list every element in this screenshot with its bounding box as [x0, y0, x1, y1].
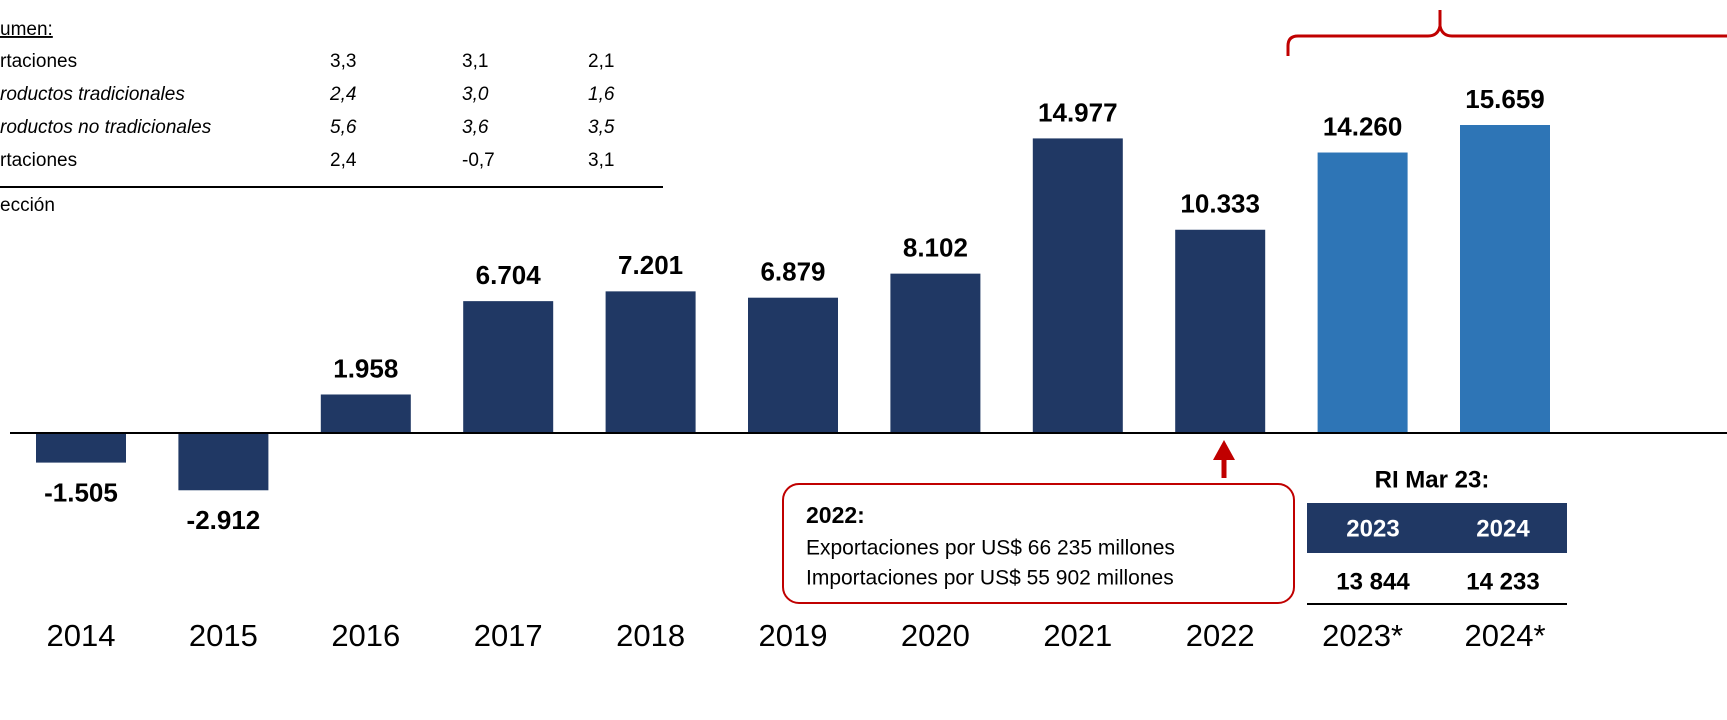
row-label: rtaciones	[0, 51, 77, 72]
bar	[1175, 229, 1266, 433]
bar	[605, 291, 696, 433]
bar	[36, 433, 126, 463]
callout-title: 2022:	[806, 502, 865, 528]
cell: 3,5	[588, 117, 615, 138]
value-label: 14.260	[1323, 111, 1403, 141]
x-tick-label: 2015	[189, 618, 258, 653]
value-label: 8.102	[903, 233, 968, 263]
summary-rows: rtaciones 3,3 3,1 2,1 roductos tradicion…	[0, 51, 615, 171]
x-tick-label: 2016	[331, 618, 400, 653]
value-label: 15.659	[1465, 84, 1545, 114]
ri-cell: 13 844	[1336, 568, 1410, 595]
cell: -0,7	[462, 150, 495, 171]
value-label: 7.201	[618, 250, 683, 280]
ri-cell: 14 233	[1466, 568, 1539, 595]
projection-bracket	[1286, 10, 1727, 56]
row-label: roductos tradicionales	[0, 84, 185, 105]
cell: 2,1	[588, 51, 614, 72]
value-label: -2.912	[187, 505, 261, 535]
x-tick-label: 2022	[1186, 618, 1255, 653]
ri-header-cell: 2023	[1346, 515, 1399, 542]
x-tick-label: 2018	[616, 618, 685, 653]
cell: 2,4	[329, 84, 356, 105]
callout-line: Importaciones por US$ 55 902 millones	[806, 567, 1174, 590]
callout-arrowhead	[1213, 440, 1235, 460]
value-label: 10.333	[1180, 189, 1260, 219]
callout-line: Exportaciones por US$ 66 235 millones	[806, 537, 1175, 560]
x-tick-label: 2024*	[1464, 618, 1545, 653]
cell: 3,0	[462, 84, 489, 105]
bar	[890, 273, 981, 433]
ri-title: RI Mar 23:	[1375, 466, 1490, 493]
cell: 3,3	[330, 51, 356, 72]
x-tick-label: 2017	[474, 618, 543, 653]
callout-box	[782, 483, 1295, 604]
row-label: roductos no tradicionales	[0, 117, 212, 138]
bar	[463, 301, 554, 433]
x-tick-label: 2020	[901, 618, 970, 653]
x-tick-label: 2021	[1043, 618, 1112, 653]
cell: 2,4	[330, 150, 357, 171]
value-label: -1.505	[44, 477, 118, 507]
ri-header	[1307, 503, 1567, 553]
x-tick-label: 2014	[47, 618, 116, 653]
bar	[748, 297, 838, 433]
bar	[1032, 138, 1123, 433]
ri-header-cell: 2024	[1476, 515, 1530, 542]
cell: 1,6	[588, 84, 615, 105]
value-label: 6.704	[476, 260, 542, 290]
value-label: 6.879	[760, 257, 825, 287]
value-label: 14.977	[1038, 97, 1118, 127]
bar	[320, 394, 411, 433]
bar	[1317, 152, 1408, 433]
x-tick-label: 2019	[759, 618, 828, 653]
bar	[178, 433, 269, 491]
row-label: rtaciones	[0, 150, 77, 171]
cell: 3,6	[462, 117, 489, 138]
bar	[1460, 125, 1550, 433]
cell: 3,1	[588, 150, 614, 171]
value-label: 1.958	[333, 353, 398, 383]
x-tick-label: 2023*	[1322, 618, 1403, 653]
table-note: ección	[0, 195, 55, 216]
table-title: umen:	[0, 19, 53, 40]
bars: -1.505 2014 -2.912 2015 1.958 2016 6.704 2017 7.…	[36, 84, 1550, 653]
cell: 5,6	[330, 117, 357, 138]
cell: 3,1	[462, 51, 488, 72]
